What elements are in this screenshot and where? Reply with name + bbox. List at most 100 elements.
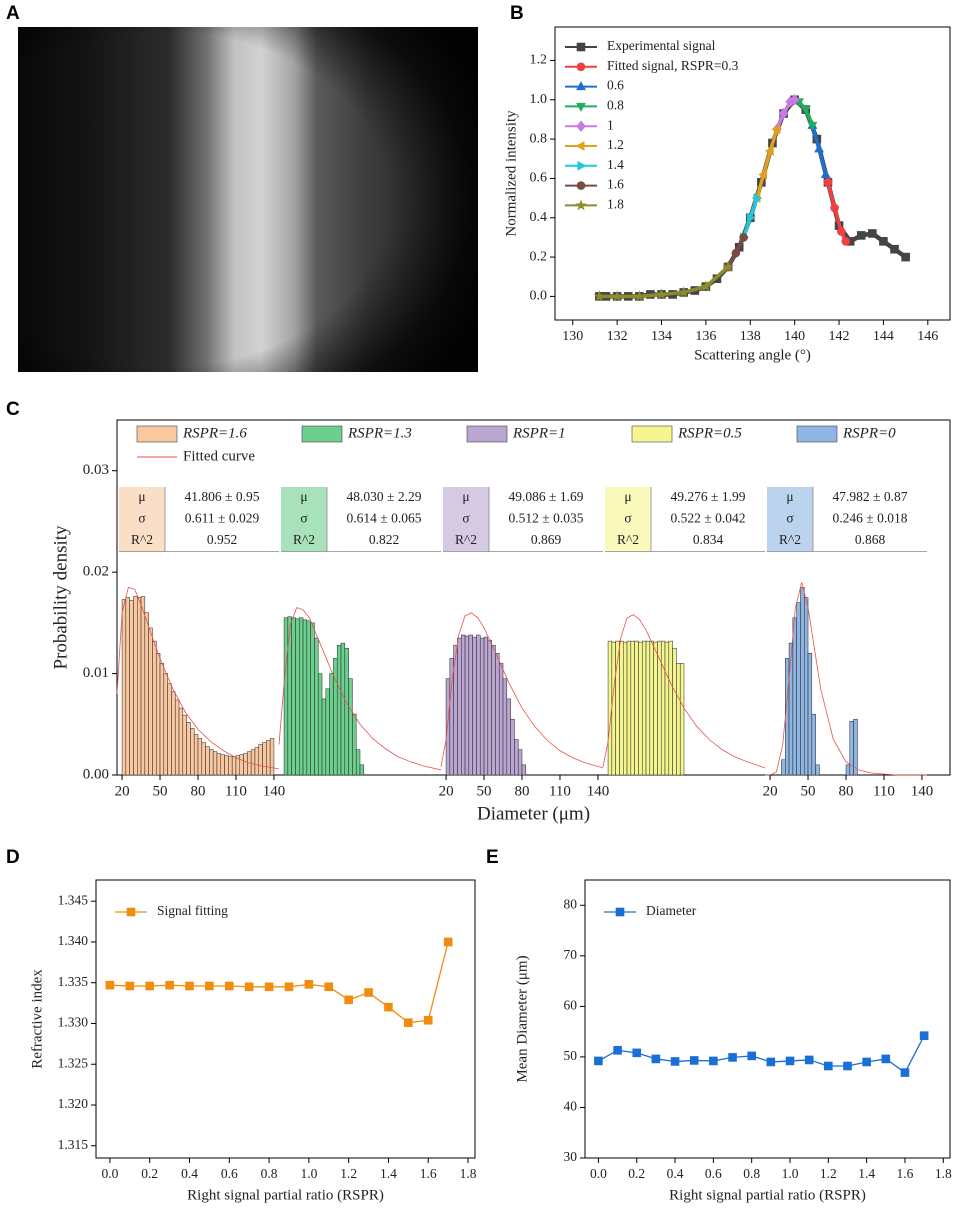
table-header-cell [443,487,489,552]
histogram-bar [178,707,184,776]
table-value: 41.806 ± 0.95 [185,489,260,504]
marker [304,980,314,989]
x-tick-label: 136 [695,329,716,344]
histogram-bar [607,640,613,776]
x-tick-label: 0.4 [667,1166,684,1181]
histogram-bar [212,751,218,776]
x-tick-label: 1.4 [858,1166,875,1181]
histogram-bar [672,647,677,776]
marker [615,907,625,917]
table-value: 48.030 ± 2.29 [347,489,422,504]
marker [594,1056,603,1066]
marker [651,1054,661,1064]
histogram-bar [321,698,327,776]
table-row-label: R^2 [617,532,639,547]
legend-label: 1 [607,117,614,132]
plot-frame [116,419,951,776]
panel-label: C [6,399,20,420]
table-value: 49.086 ± 1.69 [509,489,584,504]
histogram-bar [201,742,206,776]
y-tick-label: 0.0 [530,289,548,304]
panel-label: A [6,3,20,24]
histogram-bar [517,749,523,776]
table-row-label: μ [300,489,307,504]
histogram-bar [815,764,820,776]
histogram-bar [796,602,801,776]
marker [814,143,824,153]
y-tick-label: 60 [564,997,578,1012]
marker [670,1057,680,1066]
histogram-bar [121,599,127,776]
table-value: 0.246 ± 0.018 [833,510,908,525]
histogram-bar [163,673,168,776]
table-row-label: μ [138,489,145,504]
histogram-bar [355,749,361,776]
histogram-bar [155,653,161,776]
table-row-label: σ [138,510,146,525]
histogram-bar [679,663,685,776]
marker [443,937,453,947]
fitted-curve [602,614,766,769]
x-tick-label: 1.2 [820,1166,837,1181]
legend-swatch [631,425,673,443]
marker [881,1054,891,1064]
marker [758,169,768,180]
marker [731,248,741,258]
marker [890,244,899,254]
y-tick-label: 1.345 [58,892,89,907]
marker [747,1051,756,1061]
marker [576,42,586,52]
histogram-bar [483,636,489,776]
marker [709,1056,718,1066]
histogram-bar [626,640,632,776]
x-tick-label: 20 [763,783,778,799]
table-row-label: σ [786,510,794,525]
marker [576,62,586,72]
histogram-bar [171,691,176,776]
marker [722,260,734,272]
marker [824,1061,833,1071]
marker [700,280,712,292]
x-tick-label: 0.6 [221,1166,238,1181]
histogram-bar [352,713,357,776]
histogram-bar [359,764,365,776]
x-tick-label: 0.0 [101,1166,118,1181]
marker [807,121,818,131]
histogram-bar [487,639,492,776]
y-tick-label: 1.330 [58,1015,89,1030]
marker [185,981,194,991]
legend-label: 1.6 [607,177,624,192]
marker [205,981,214,991]
x-tick-label: 1.8 [460,1166,477,1181]
histogram-bar [325,688,330,776]
histogram-bar [461,634,466,776]
histogram-bar [611,641,616,776]
x-tick-label: 80 [191,783,206,799]
y-tick-label: 40 [564,1099,578,1114]
marker [830,203,839,213]
table-value: 0.834 [693,532,724,547]
fitted-curve [278,607,442,771]
histogram-bar [329,673,334,776]
table-row-label: R^2 [779,532,801,547]
y-tick-label: 0.6 [530,171,548,186]
legend-label: Fitted signal, RSPR=0.3 [607,58,739,73]
x-axis-title: Right signal partial ratio (RSPR) [669,1187,866,1203]
marker [344,995,353,1005]
histogram-bar [781,759,786,776]
marker [856,231,866,240]
x-tick-label: 138 [740,329,761,344]
table-value: 49.276 ± 1.99 [671,489,746,504]
histogram-bar [144,612,149,776]
x-tick-label: 110 [225,783,247,799]
x-tick-label: 20 [439,783,454,799]
x-axis-title: Right signal partial ratio (RSPR) [187,1187,384,1203]
y-tick-label: 0.2 [530,249,548,264]
x-tick-label: 0.4 [181,1166,198,1181]
marker [820,169,831,178]
y-tick-label: 0.4 [530,210,548,225]
histogram-bar [340,642,346,776]
histogram-bar [269,738,275,776]
histogram-bar [498,663,504,776]
x-tick-label: 1.6 [420,1166,437,1181]
